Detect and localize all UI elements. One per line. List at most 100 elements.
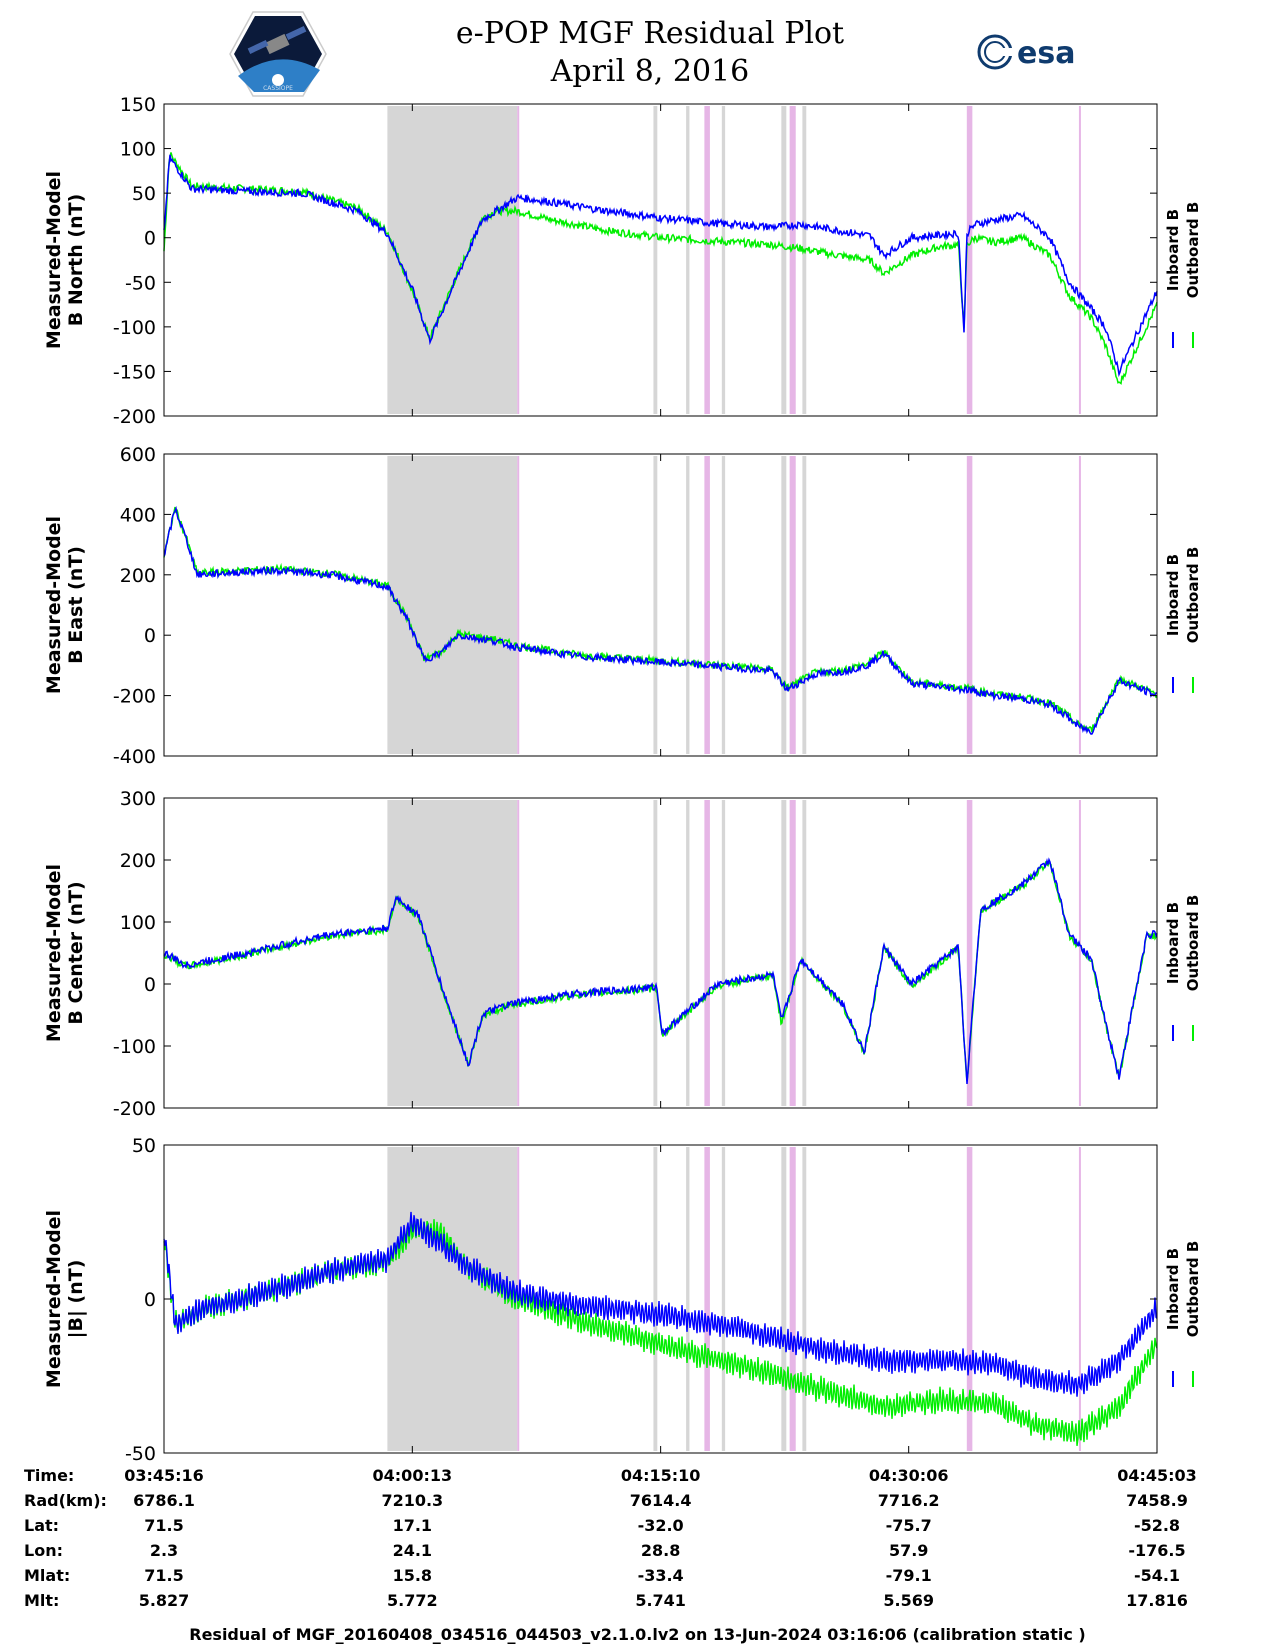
y-tick-label: 0 <box>144 625 156 647</box>
data-gap-band <box>721 456 726 754</box>
event-band <box>966 800 973 1106</box>
orbit-row-label: Time: <box>24 1466 74 1485</box>
orbit-value: 71.5 <box>144 1566 183 1585</box>
orbit-value: 17.816 <box>1126 1591 1188 1610</box>
y-tick-label: -50 <box>125 1443 156 1465</box>
footer-caption: Residual of MGF_20160408_034516_044503_v… <box>189 1625 1086 1644</box>
event-band <box>1078 1147 1081 1451</box>
legend-label-outboard: Outboard B <box>1184 895 1202 992</box>
outboard-series-line <box>163 1218 1158 1446</box>
plot-frame <box>163 103 1158 417</box>
data-gap-band <box>781 1147 787 1451</box>
orbit-value: -52.8 <box>1134 1516 1180 1535</box>
event-band <box>789 106 796 414</box>
event-band <box>966 106 973 414</box>
legend-label-outboard: Outboard B <box>1184 202 1202 299</box>
data-gap-band <box>653 1147 658 1451</box>
data-gap-band <box>686 1147 690 1451</box>
event-band <box>789 800 796 1106</box>
y-tick-label: 0 <box>144 1289 156 1311</box>
orbit-value: -54.1 <box>1134 1566 1180 1585</box>
time-tick-label: 04:15:10 <box>621 1466 701 1485</box>
y-tick-label: 600 <box>120 444 156 466</box>
y-tick-label: 100 <box>120 912 156 934</box>
orbit-value: 28.8 <box>641 1541 680 1560</box>
legend: Inboard B Outboard B <box>1164 1241 1202 1387</box>
data-gap-band <box>721 1147 726 1451</box>
event-band <box>517 800 520 1106</box>
data-gap-band <box>802 456 807 754</box>
event-band <box>966 1147 973 1451</box>
legend-label-inboard: Inboard B <box>1164 209 1182 291</box>
data-gap-band <box>653 456 658 754</box>
y-tick-label: -200 <box>113 406 156 428</box>
orbit-row-label: Rad(km): <box>24 1491 107 1510</box>
data-gap-band <box>781 106 787 414</box>
panel-4: 50 0 -50 Measured-Model|B| (nT) Inboard B Out… <box>43 1135 1202 1465</box>
inboard-series-line <box>163 857 1158 1084</box>
orbit-value: 15.8 <box>393 1566 432 1585</box>
orbit-value: 5.741 <box>635 1591 686 1610</box>
panel-2: 600 400 200 0 -200 -400 Measured-ModelB East (… <box>43 444 1202 768</box>
time-tick-label: 04:00:13 <box>373 1466 453 1485</box>
data-gap-band <box>686 456 690 754</box>
y-tick-label: 200 <box>120 850 156 872</box>
orbit-value: 57.9 <box>889 1541 928 1560</box>
data-gap-band <box>802 1147 807 1451</box>
orbit-value: -33.4 <box>638 1566 684 1585</box>
orbit-value: -32.0 <box>638 1516 684 1535</box>
y-tick-label: 100 <box>120 139 156 161</box>
orbit-value: -176.5 <box>1128 1541 1185 1560</box>
data-gap-band <box>781 800 787 1106</box>
inboard-series-line <box>163 154 1158 378</box>
legend-label-inboard: Inboard B <box>1164 1248 1182 1330</box>
y-tick-label: -100 <box>113 317 156 339</box>
y-tick-label: -150 <box>113 361 156 383</box>
orbit-value: 71.5 <box>144 1516 183 1535</box>
cassiope-mission-logo: CASSIOPE <box>229 11 327 97</box>
data-gap-band <box>387 106 518 414</box>
orbit-row-label: Mlat: <box>24 1566 70 1585</box>
plot-frame <box>163 797 1158 1109</box>
y-axis-label: Measured-ModelB North (nT) <box>43 171 87 349</box>
orbit-value: 7614.4 <box>630 1491 692 1510</box>
y-tick-label: -100 <box>113 1036 156 1058</box>
legend: Inboard B Outboard B <box>1164 547 1202 693</box>
event-band <box>704 800 710 1106</box>
y-tick-label: 50 <box>132 1135 156 1157</box>
data-gap-band <box>653 800 658 1106</box>
event-band <box>704 1147 710 1451</box>
orbit-value: 24.1 <box>393 1541 432 1560</box>
orbit-value: -79.1 <box>886 1566 932 1585</box>
esa-logo: esa <box>977 34 1075 71</box>
orbit-value: 2.3 <box>150 1541 178 1560</box>
legend-label-inboard: Inboard B <box>1164 902 1182 984</box>
data-gap-band <box>686 800 690 1106</box>
orbit-row-label: Lat: <box>24 1516 59 1535</box>
legend-label-outboard: Outboard B <box>1184 1241 1202 1338</box>
time-tick-label: 03:45:16 <box>124 1466 204 1485</box>
outboard-series-line <box>163 152 1158 385</box>
legend-label-inboard: Inboard B <box>1164 554 1182 636</box>
y-tick-label: 0 <box>144 974 156 996</box>
time-tick-label: 04:30:06 <box>869 1466 949 1485</box>
orbit-row-label: Mlt: <box>24 1591 59 1610</box>
data-gap-band <box>387 800 518 1106</box>
orbit-value: 5.772 <box>387 1591 438 1610</box>
time-tick-label: 04:45:03 <box>1117 1466 1197 1485</box>
event-band <box>704 456 710 754</box>
y-tick-label: 0 <box>144 228 156 250</box>
panel-3: 300 200 100 0 -100 -200 Measured-ModelB Center… <box>43 788 1202 1120</box>
panel-1: 150 100 50 0 -50 -100 -150 -200 Measured-ModelB … <box>43 94 1202 428</box>
event-band <box>517 456 520 754</box>
data-gap-band <box>781 456 787 754</box>
event-band <box>1078 456 1081 754</box>
y-tick-label: -200 <box>113 686 156 708</box>
plot-date: April 8, 2016 <box>550 54 750 89</box>
legend: Inboard B Outboard B <box>1164 202 1202 348</box>
plot-title: e-POP MGF Residual Plot <box>455 16 845 51</box>
y-axis-label: Measured-ModelB Center (nT) <box>43 864 87 1042</box>
orbit-value: 6786.1 <box>133 1491 195 1510</box>
y-tick-label: 400 <box>120 504 156 526</box>
